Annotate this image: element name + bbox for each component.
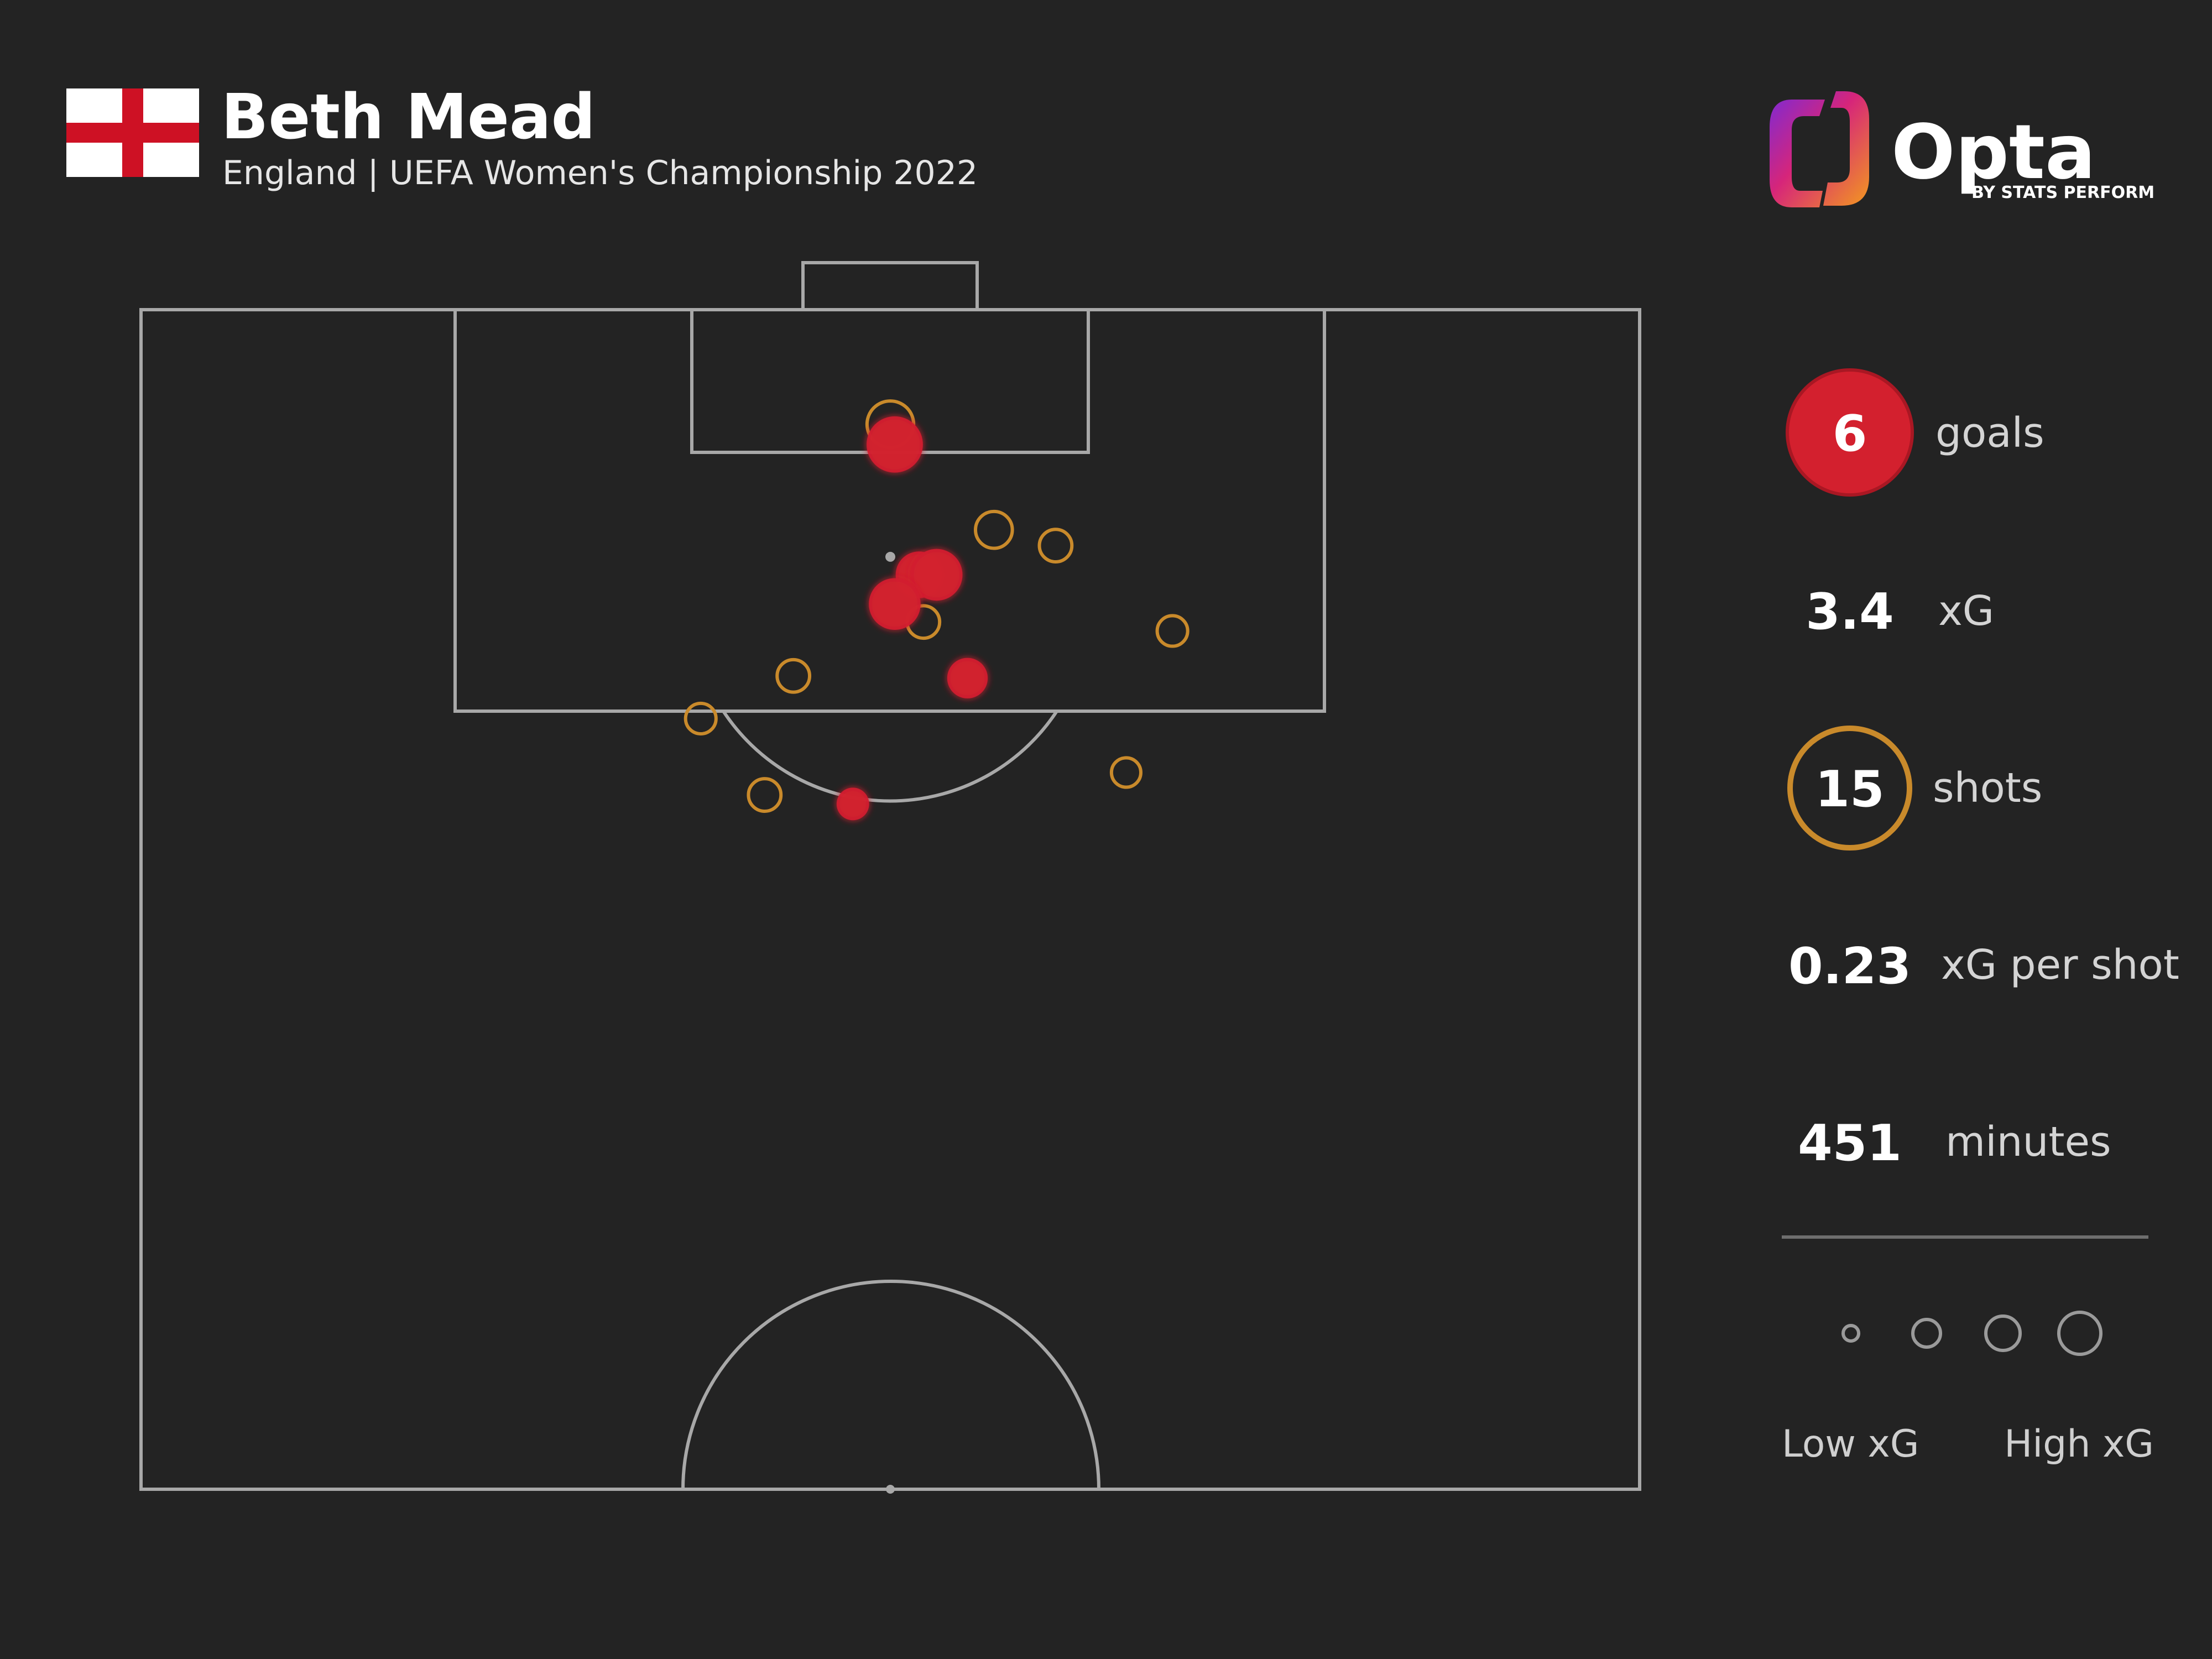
goal-marker — [867, 416, 923, 473]
penalty-arc — [722, 710, 1058, 803]
centre-spot — [886, 1485, 895, 1494]
goal-marker — [947, 658, 988, 698]
goal — [801, 261, 979, 311]
minutes-label: minutes — [1945, 1118, 2111, 1166]
goals-value: 6 — [1833, 405, 1867, 463]
xg-value: 3.4 — [1806, 583, 1893, 641]
penalty-spot — [885, 551, 895, 562]
legend-low-label: Low xG — [1782, 1422, 1919, 1466]
pitch-outline — [139, 308, 1641, 1491]
page-subtitle: England | UEFA Women's Championship 2022 — [222, 154, 978, 192]
xg-per-shot-stat: 0.23 xG per shot — [1788, 937, 2179, 995]
shot-marker — [1037, 528, 1074, 564]
legend-high-label: High xG — [2004, 1422, 2154, 1466]
stats-panel: 6 goals 3.4 xG 15 shots 0.23 xG per shot… — [1782, 368, 2179, 1466]
shot-marker — [1109, 756, 1142, 789]
legend-size-circle — [1984, 1314, 2022, 1352]
legend-size-circle — [2057, 1311, 2103, 1356]
xg-per-shot-value: 0.23 — [1788, 937, 1911, 995]
xg-size-legend — [1841, 1311, 2103, 1356]
pitch — [139, 261, 1641, 1494]
xg-per-shot-label: xG per shot — [1941, 941, 2179, 989]
opta-mark-icon — [1770, 91, 1869, 207]
opta-wordmark: Opta — [1891, 109, 2096, 196]
shot-marker — [1155, 614, 1190, 648]
minutes-stat: 451 minutes — [1798, 1114, 2111, 1172]
goals-badge — [1786, 368, 1914, 497]
xg-stat: 3.4 xG — [1806, 583, 1994, 641]
opta-logo: Opta BY STATS PERFORM — [1770, 91, 2154, 207]
goals-label: goals — [1936, 409, 2044, 457]
england-flag-icon — [66, 88, 199, 177]
minutes-value: 451 — [1798, 1114, 1902, 1172]
legend-size-circle — [1911, 1318, 1942, 1349]
shot-marker — [684, 701, 718, 735]
goal-marker — [869, 578, 921, 630]
shots-layer — [684, 399, 1190, 813]
goals-layer — [836, 416, 988, 821]
legend-size-circle — [1841, 1324, 1860, 1343]
shots-badge — [1787, 726, 1912, 851]
goal-marker — [910, 549, 963, 601]
page-title: Beth Mead — [221, 81, 596, 153]
goals-stat: 6 goals — [1786, 368, 2044, 497]
shots-value: 15 — [1815, 760, 1884, 818]
shot-marker — [775, 658, 812, 694]
goal-marker — [836, 787, 869, 821]
penalty-area — [453, 308, 1326, 713]
shots-label: shots — [1933, 764, 2042, 812]
opta-tagline: BY STATS PERFORM — [1971, 183, 2154, 202]
shots-stat: 15 shots — [1787, 726, 2042, 851]
centre-circle — [681, 1280, 1100, 1490]
shot-marker — [974, 509, 1014, 550]
xg-label: xG — [1938, 587, 1994, 635]
shot-marker — [747, 777, 783, 813]
